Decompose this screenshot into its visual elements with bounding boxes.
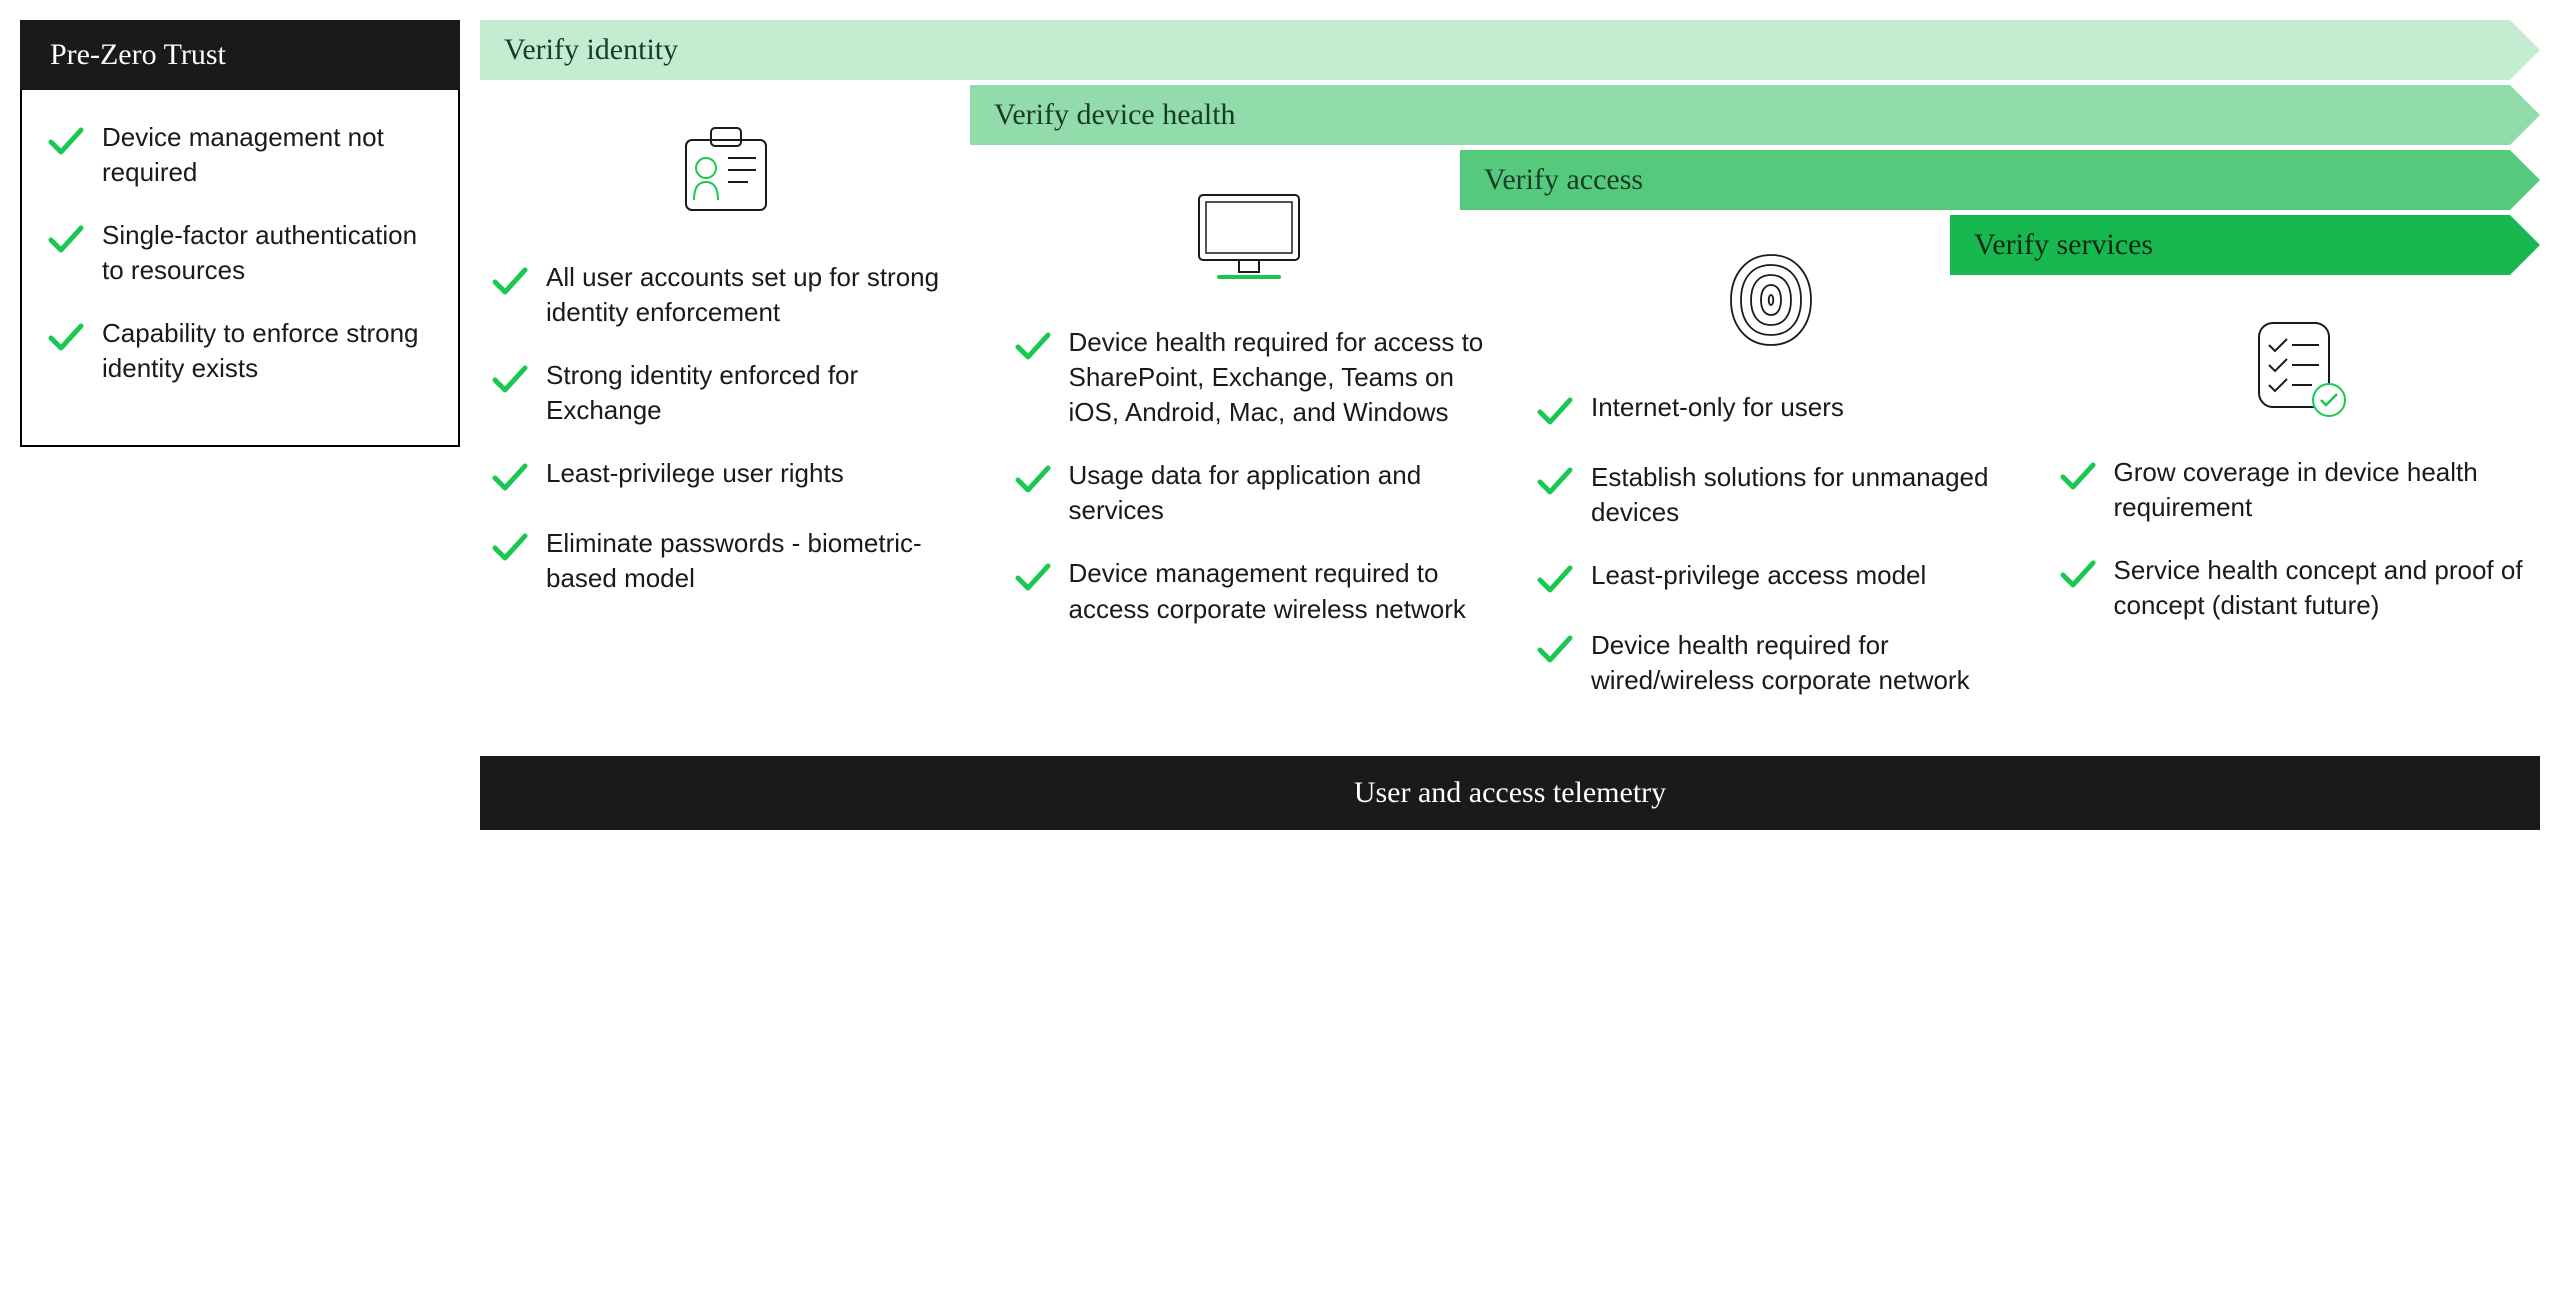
item-text: Device health required for access to Sha… (1069, 325, 1486, 430)
footer-telemetry-bar: User and access telemetry (480, 756, 2540, 830)
check-icon (46, 318, 86, 358)
arrow-label: Verify access (1484, 163, 1643, 197)
list-item: Least-privilege access model (1535, 558, 2008, 600)
list-item: Device health required for wired/wireles… (1535, 628, 2008, 698)
item-text: Eliminate passwords - biometric-based mo… (546, 526, 963, 596)
list-item: Internet-only for users (1535, 390, 2008, 432)
check-icon (1535, 560, 1575, 600)
item-text: Device management not required (102, 120, 434, 190)
stage-arrow-identity: Verify identity (480, 20, 2510, 80)
stages-area: Verify identity Verify device health Ver… (480, 20, 2540, 830)
arrow-label: Verify device health (994, 98, 1236, 132)
list-item: Single-factor authentication to resource… (46, 218, 434, 288)
check-icon (1013, 558, 1053, 598)
list-item: Establish solutions for unmanaged device… (1535, 460, 2008, 530)
item-text: Least-privilege user rights (546, 456, 844, 491)
item-text: Device management required to access cor… (1069, 556, 1486, 626)
check-icon (1535, 392, 1575, 432)
pre-zero-title: Pre-Zero Trust (20, 20, 460, 90)
item-text: Internet-only for users (1591, 390, 1844, 425)
stage-arrows: Verify identity Verify device health Ver… (480, 20, 2540, 280)
item-text: Usage data for application and services (1069, 458, 1486, 528)
item-text: Single-factor authentication to resource… (102, 218, 434, 288)
check-icon (2058, 457, 2098, 497)
check-icon (1013, 327, 1053, 367)
stage-arrow-device-health: Verify device health (970, 85, 2510, 145)
check-icon (490, 458, 530, 498)
item-text: Strong identity enforced for Exchange (546, 358, 963, 428)
zero-trust-infographic: Pre-Zero Trust Device management not req… (20, 20, 2540, 830)
list-item: Device management not required (46, 120, 434, 190)
list-item: Capability to enforce strong identity ex… (46, 316, 434, 386)
checklist-icon (2058, 305, 2531, 425)
list-item: Eliminate passwords - biometric-based mo… (490, 526, 963, 596)
item-text: Device health required for wired/wireles… (1591, 628, 2008, 698)
pre-zero-trust-box: Pre-Zero Trust Device management not req… (20, 20, 460, 447)
list-item: Service health concept and proof of conc… (2058, 553, 2531, 623)
item-text: Establish solutions for unmanaged device… (1591, 460, 2008, 530)
check-icon (1535, 462, 1575, 502)
list-item: Device management required to access cor… (1013, 556, 1486, 626)
column-verify-access: Internet-only for users Establish soluti… (1525, 240, 2018, 726)
item-text: Grow coverage in device health requireme… (2114, 455, 2531, 525)
check-icon (1535, 630, 1575, 670)
arrow-label: Verify services (1974, 228, 2153, 262)
stage-arrow-services: Verify services (1950, 215, 2510, 275)
stage-arrow-access: Verify access (1460, 150, 2510, 210)
column-verify-services: Grow coverage in device health requireme… (2048, 305, 2541, 726)
item-text: Service health concept and proof of conc… (2114, 553, 2531, 623)
list-item: Grow coverage in device health requireme… (2058, 455, 2531, 525)
check-icon (46, 220, 86, 260)
list-item: Usage data for application and services (1013, 458, 1486, 528)
check-icon (1013, 460, 1053, 500)
item-text: Least-privilege access model (1591, 558, 1926, 593)
check-icon (490, 360, 530, 400)
list-item: Least-privilege user rights (490, 456, 963, 498)
arrow-label: Verify identity (504, 33, 678, 67)
list-item: Device health required for access to Sha… (1013, 325, 1486, 430)
stage-columns: All user accounts set up for strong iden… (480, 290, 2540, 726)
list-item: Strong identity enforced for Exchange (490, 358, 963, 428)
check-icon (46, 122, 86, 162)
item-text: Capability to enforce strong identity ex… (102, 316, 434, 386)
pre-zero-body: Device management not required Single-fa… (20, 90, 460, 447)
check-icon (490, 528, 530, 568)
check-icon (2058, 555, 2098, 595)
